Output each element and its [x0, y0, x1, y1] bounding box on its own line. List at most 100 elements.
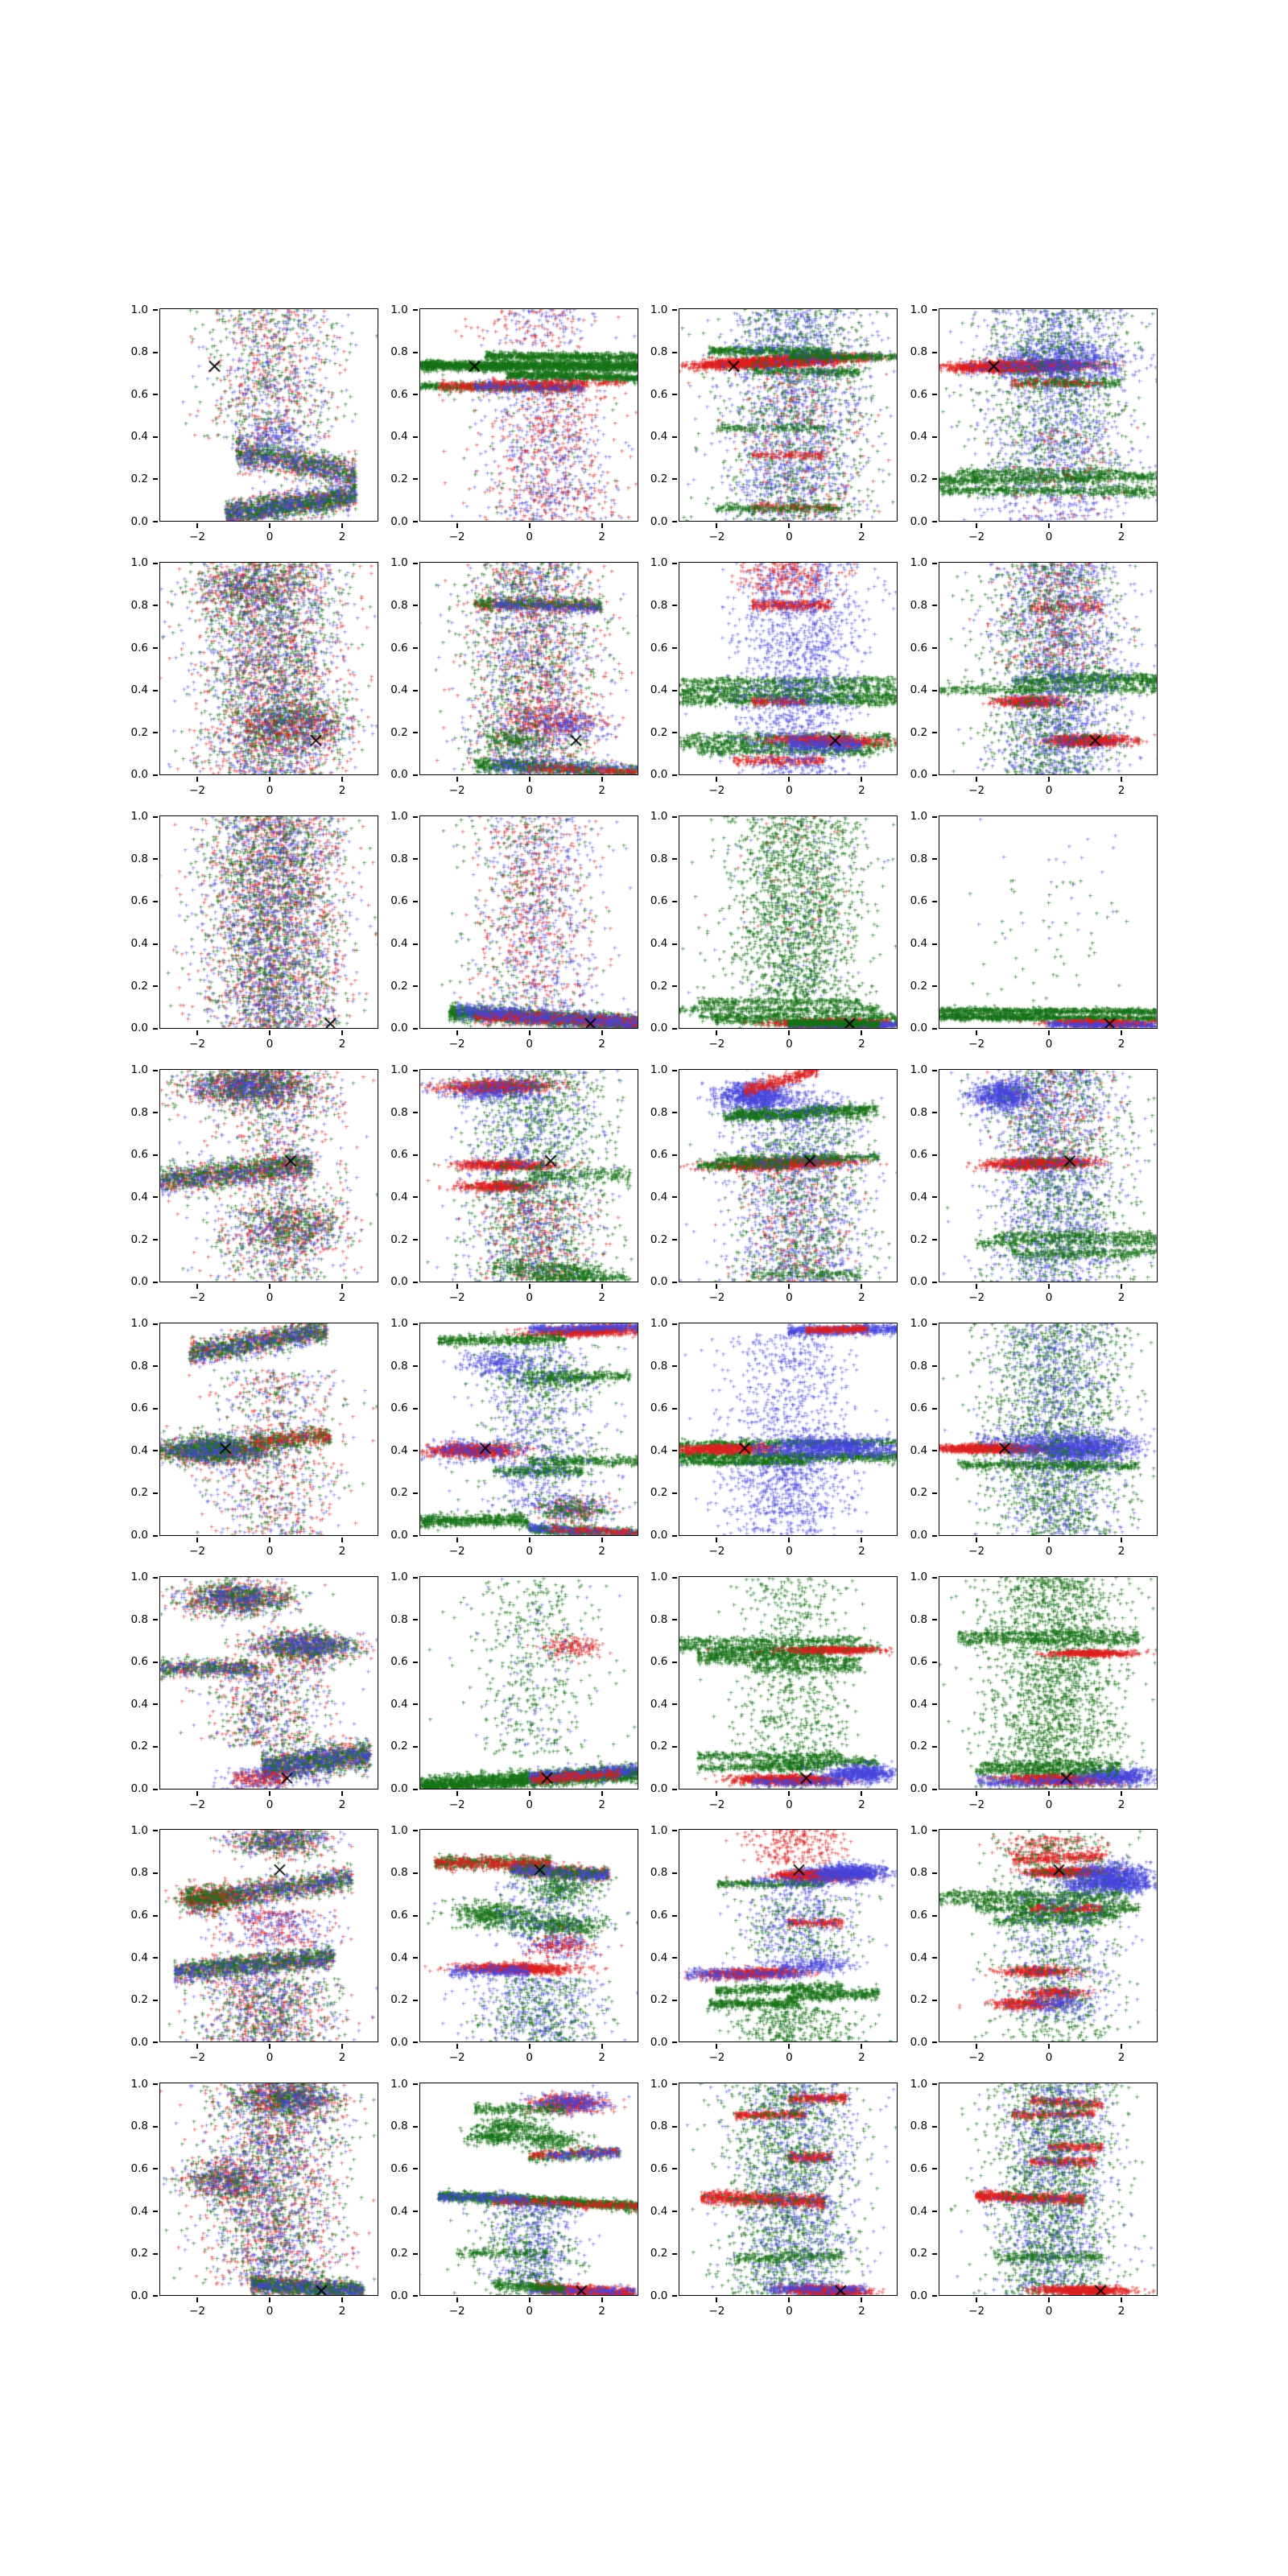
y-tick-label: 0.0 [390, 768, 408, 782]
x-tick-label: 0 [1045, 2305, 1053, 2318]
scatter-plot-canvas [679, 2083, 898, 2297]
x-tick-label: 0 [526, 1290, 533, 1304]
y-tick-label: 0.8 [130, 1612, 148, 1626]
y-tick-label: 1.0 [910, 303, 928, 316]
x-tick-label: 0 [1045, 1544, 1053, 1558]
y-tick-mark [932, 689, 938, 691]
x-tick-label: −2 [448, 1290, 465, 1304]
y-tick-mark [412, 2041, 418, 2044]
x-tick-mark [861, 1030, 863, 1035]
y-tick-mark [672, 478, 678, 481]
subplot-r6c4: 0.0 0.2 0.4 0.6 0.8 1.0 −2 0 2 [910, 1571, 1158, 1810]
x-tick-mark [1121, 1790, 1123, 1796]
y-tick-label: 0.8 [130, 2120, 148, 2133]
x-tick-mark [196, 2297, 198, 2303]
y-tick-label: 1.0 [390, 2077, 408, 2091]
y-tick-label: 1.0 [130, 1063, 148, 1077]
y-tick-label: 0.6 [910, 1402, 928, 1415]
y-tick-mark [412, 436, 418, 438]
y-tick-mark [672, 647, 678, 650]
y-tick-label: 0.4 [910, 1190, 928, 1203]
y-tick-label: 0.6 [910, 1148, 928, 1162]
scatter-plot-canvas [939, 1068, 1158, 1282]
y-tick-mark [412, 1239, 418, 1241]
y-tick-label: 1.0 [650, 2077, 668, 2091]
y-tick-mark [932, 394, 938, 396]
x-tick-mark [341, 1537, 343, 1542]
x-tick-mark [528, 1283, 530, 1289]
y-tick-mark [412, 1534, 418, 1537]
y-tick-mark [412, 605, 418, 607]
subplot-r4c2: 0.0 0.2 0.4 0.6 0.8 1.0 −2 0 2 [390, 1065, 638, 1302]
x-tick-label: 0 [1045, 783, 1053, 797]
y-tick-mark [153, 436, 158, 438]
x-tick-label: −2 [448, 530, 465, 543]
y-tick-mark [672, 1619, 678, 1621]
y-tick-mark [153, 1999, 158, 2001]
y-tick-label: 0.2 [130, 472, 148, 485]
y-tick-mark [672, 1407, 678, 1410]
x-tick-label: 0 [266, 1798, 274, 1811]
y-tick-mark [412, 1027, 418, 1030]
x-tick-mark [601, 1790, 603, 1796]
y-tick-mark [153, 2211, 158, 2213]
scatter-plot-canvas [939, 2083, 1158, 2297]
x-tick-label: 0 [266, 2305, 274, 2318]
x-tick-mark [861, 1537, 863, 1542]
x-tick-label: 2 [1117, 2051, 1125, 2065]
x-tick-label: −2 [189, 1798, 205, 1811]
x-tick-label: −2 [968, 2051, 985, 2065]
x-tick-mark [1121, 1030, 1123, 1035]
y-tick-mark [932, 478, 938, 481]
y-tick-mark [672, 1703, 678, 1706]
x-tick-mark [788, 523, 791, 528]
x-tick-label: 0 [266, 530, 274, 543]
y-tick-label: 0.0 [910, 2035, 928, 2049]
subplot-r7c2: 0.0 0.2 0.4 0.6 0.8 1.0 −2 0 2 [390, 1825, 638, 2063]
x-tick-label: 0 [526, 1798, 533, 1811]
y-tick-mark [672, 309, 678, 311]
y-tick-mark [932, 2252, 938, 2255]
x-tick-mark [341, 1790, 343, 1796]
y-tick-mark [932, 1154, 938, 1156]
y-tick-label: 0.6 [650, 2161, 668, 2175]
y-tick-label: 0.2 [910, 1486, 928, 1500]
scatter-plot-canvas [419, 1322, 638, 1536]
y-tick-mark [153, 1027, 158, 1030]
y-tick-mark [412, 689, 418, 691]
x-tick-mark [976, 1537, 978, 1542]
subplot-r2c2: 0.0 0.2 0.4 0.6 0.8 1.0 −2 0 2 [390, 558, 638, 795]
y-tick-mark [153, 394, 158, 396]
y-tick-label: 0.8 [910, 1866, 928, 1880]
y-tick-label: 0.0 [390, 514, 408, 528]
y-tick-label: 0.8 [910, 1359, 928, 1373]
x-tick-mark [196, 1030, 198, 1035]
x-tick-mark [528, 776, 530, 782]
y-tick-mark [672, 1069, 678, 1071]
subplot-r2c4: 0.0 0.2 0.4 0.6 0.8 1.0 −2 0 2 [910, 558, 1158, 795]
y-tick-mark [932, 732, 938, 734]
x-tick-mark [976, 523, 978, 528]
y-tick-label: 0.4 [390, 1190, 408, 1203]
subplot-r5c4: 0.0 0.2 0.4 0.6 0.8 1.0 −2 0 2 [910, 1319, 1158, 1556]
y-tick-mark [412, 1661, 418, 1663]
y-tick-label: 0.0 [390, 1275, 408, 1289]
x-tick-label: 2 [338, 2051, 346, 2065]
y-tick-label: 0.4 [910, 1951, 928, 1964]
y-tick-mark [153, 2041, 158, 2044]
y-tick-mark [932, 605, 938, 607]
y-tick-label: 0.6 [910, 641, 928, 654]
y-tick-label: 0.0 [130, 1529, 148, 1542]
x-tick-label: 0 [1045, 2051, 1053, 2065]
y-tick-label: 1.0 [650, 1317, 668, 1331]
y-tick-mark [153, 521, 158, 522]
y-tick-label: 0.0 [650, 1275, 668, 1289]
y-tick-mark [932, 2083, 938, 2086]
y-tick-label: 1.0 [390, 556, 408, 570]
y-tick-label: 0.0 [910, 2289, 928, 2302]
x-tick-mark [716, 1790, 718, 1796]
y-tick-mark [932, 1745, 938, 1748]
x-tick-mark [788, 1283, 791, 1289]
x-tick-mark [269, 1537, 270, 1542]
y-tick-mark [672, 2295, 678, 2297]
